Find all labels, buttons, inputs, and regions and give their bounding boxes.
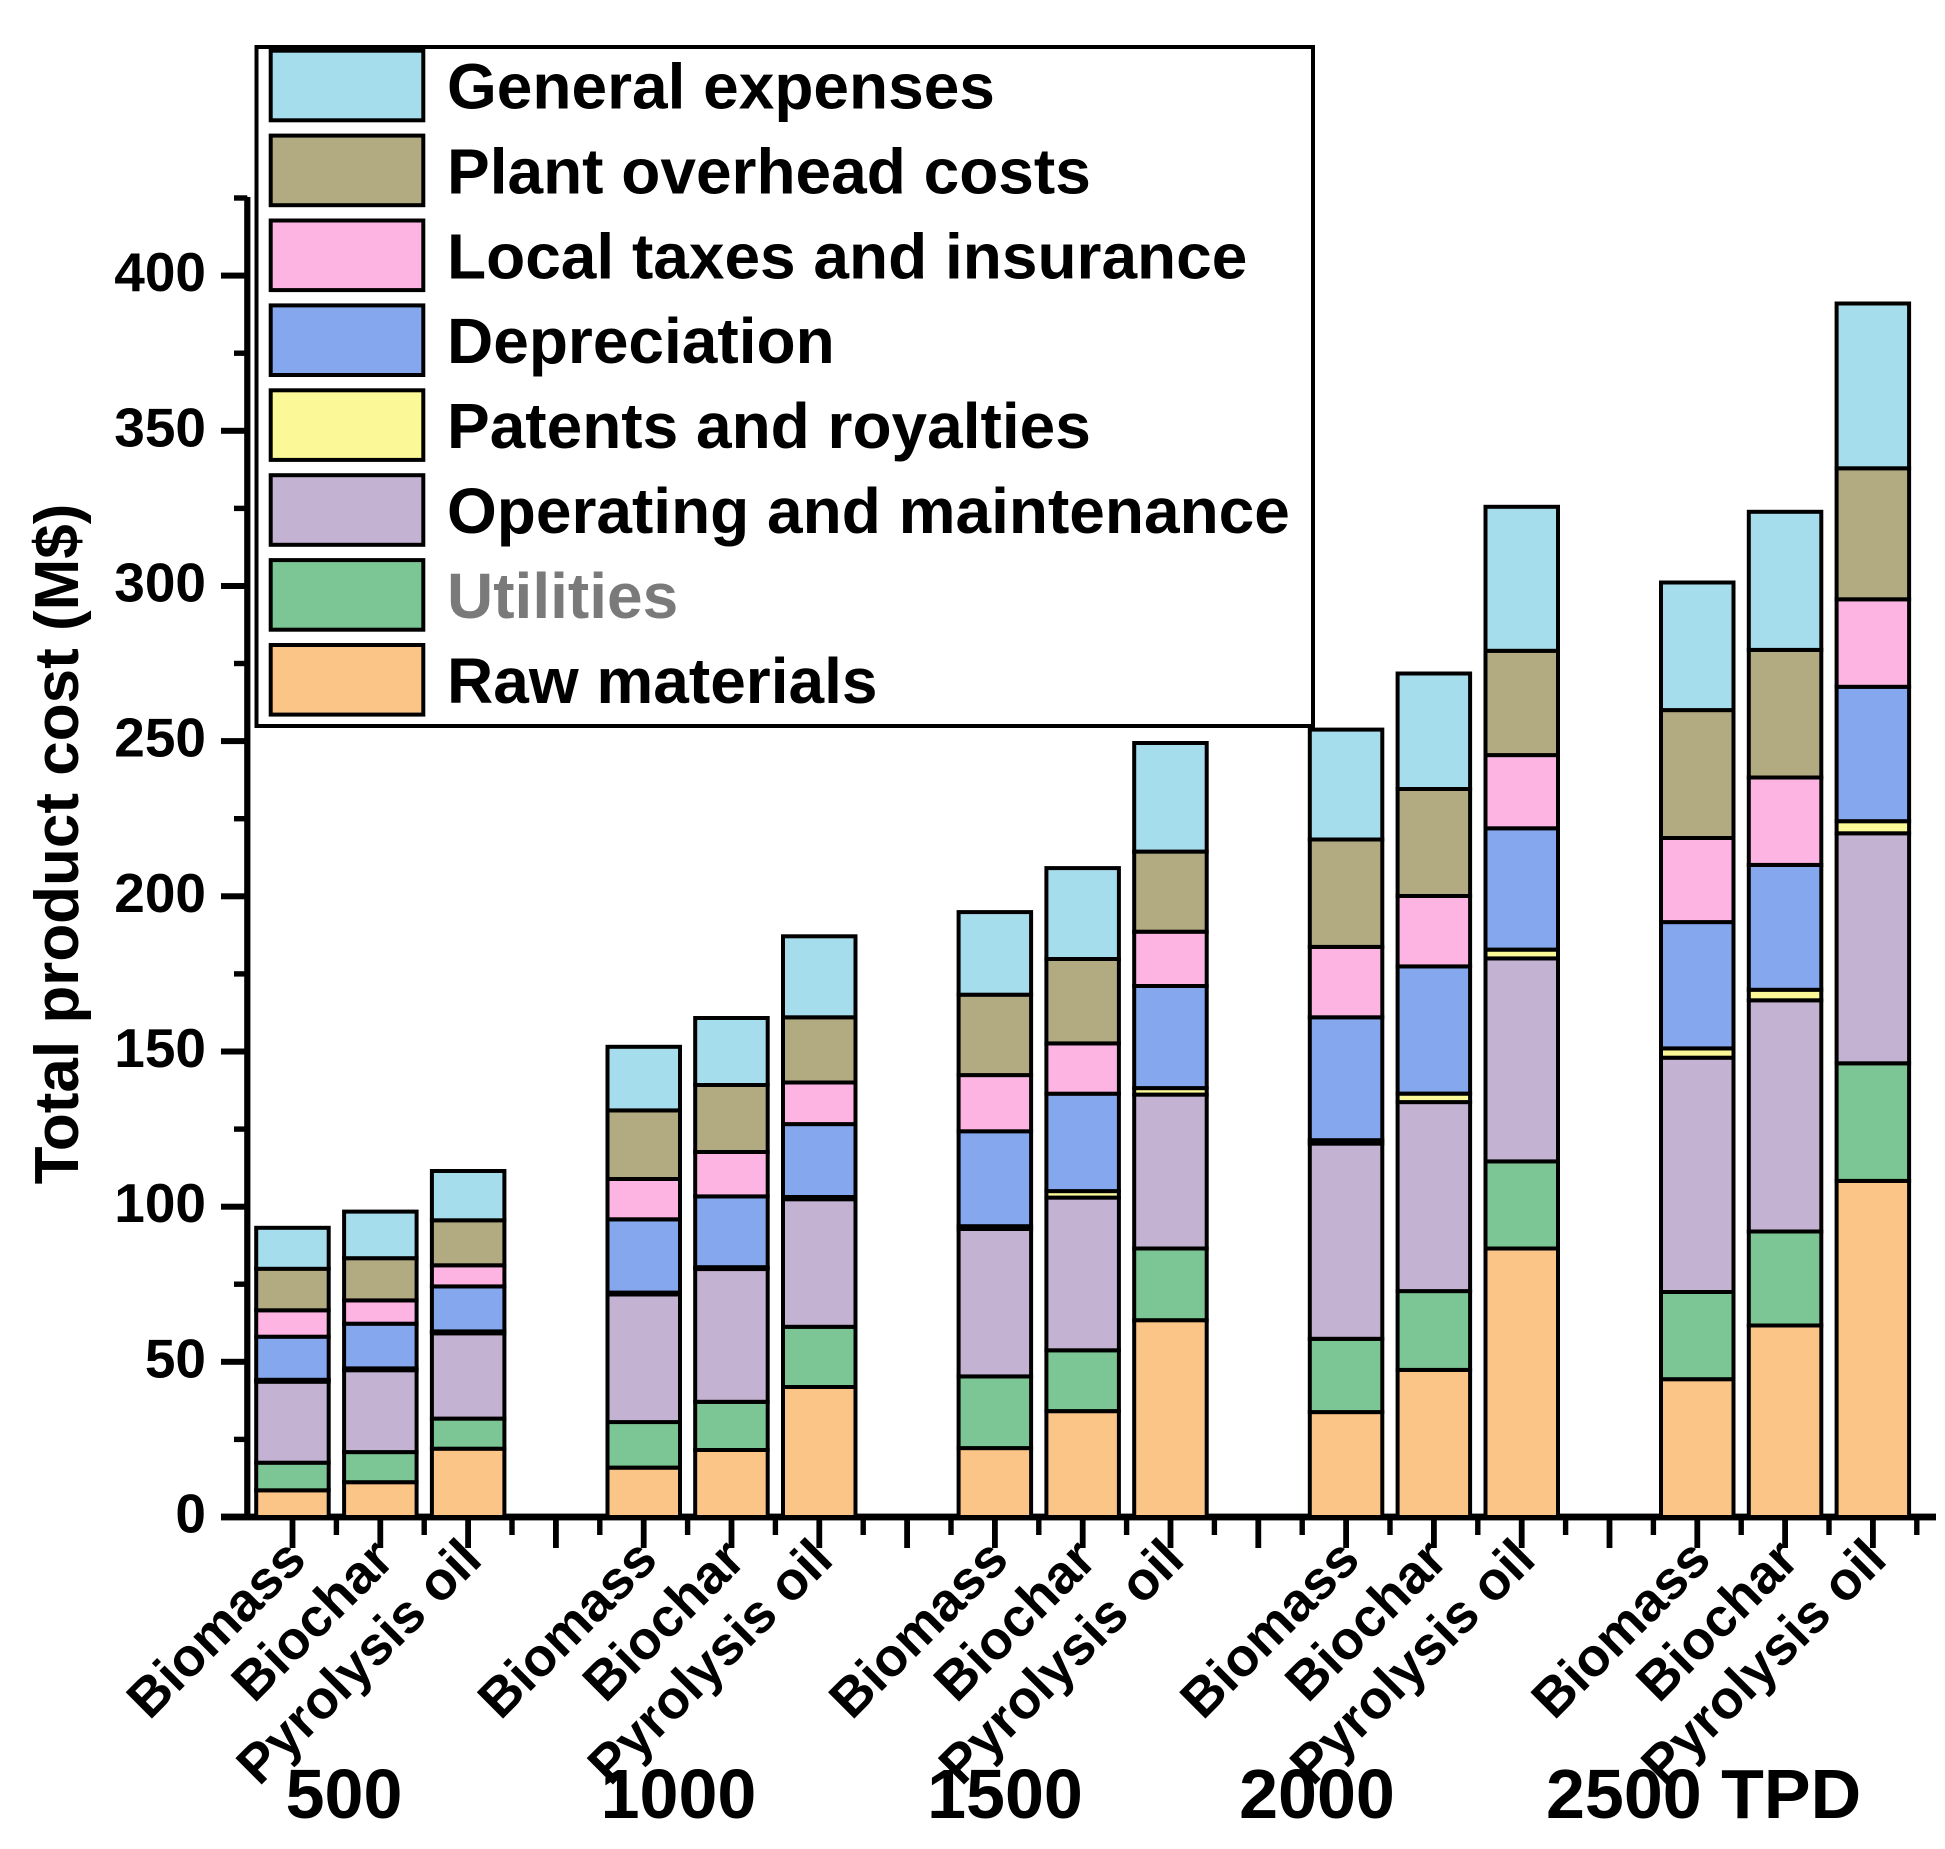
svg-text:Local taxes and insurance: Local taxes and insurance: [447, 220, 1247, 292]
svg-text:0: 0: [175, 1483, 206, 1545]
svg-text:2500 TPD: 2500 TPD: [1546, 1755, 1861, 1833]
svg-text:Utilities: Utilities: [447, 560, 678, 632]
svg-text:150: 150: [114, 1017, 206, 1079]
svg-text:Raw materials: Raw materials: [447, 645, 877, 717]
svg-text:Patents and royalties: Patents and royalties: [447, 390, 1091, 462]
svg-text:400: 400: [114, 241, 206, 303]
svg-text:350: 350: [114, 396, 206, 458]
svg-text:1500: 1500: [927, 1755, 1083, 1833]
svg-text:200: 200: [114, 862, 206, 924]
svg-text:100: 100: [114, 1172, 206, 1234]
svg-text:250: 250: [114, 707, 206, 769]
svg-text:Plant overhead costs: Plant overhead costs: [447, 135, 1091, 207]
svg-text:50: 50: [145, 1327, 206, 1389]
svg-text:Total product cost (M$): Total product cost (M$): [23, 504, 92, 1185]
svg-text:General expenses: General expenses: [447, 51, 995, 123]
svg-text:500: 500: [286, 1755, 403, 1833]
svg-text:2000: 2000: [1239, 1755, 1395, 1833]
svg-text:Operating and maintenance: Operating and maintenance: [447, 475, 1290, 547]
svg-text:1000: 1000: [601, 1755, 757, 1833]
svg-text:Depreciation: Depreciation: [447, 305, 835, 377]
svg-text:300: 300: [114, 552, 206, 614]
